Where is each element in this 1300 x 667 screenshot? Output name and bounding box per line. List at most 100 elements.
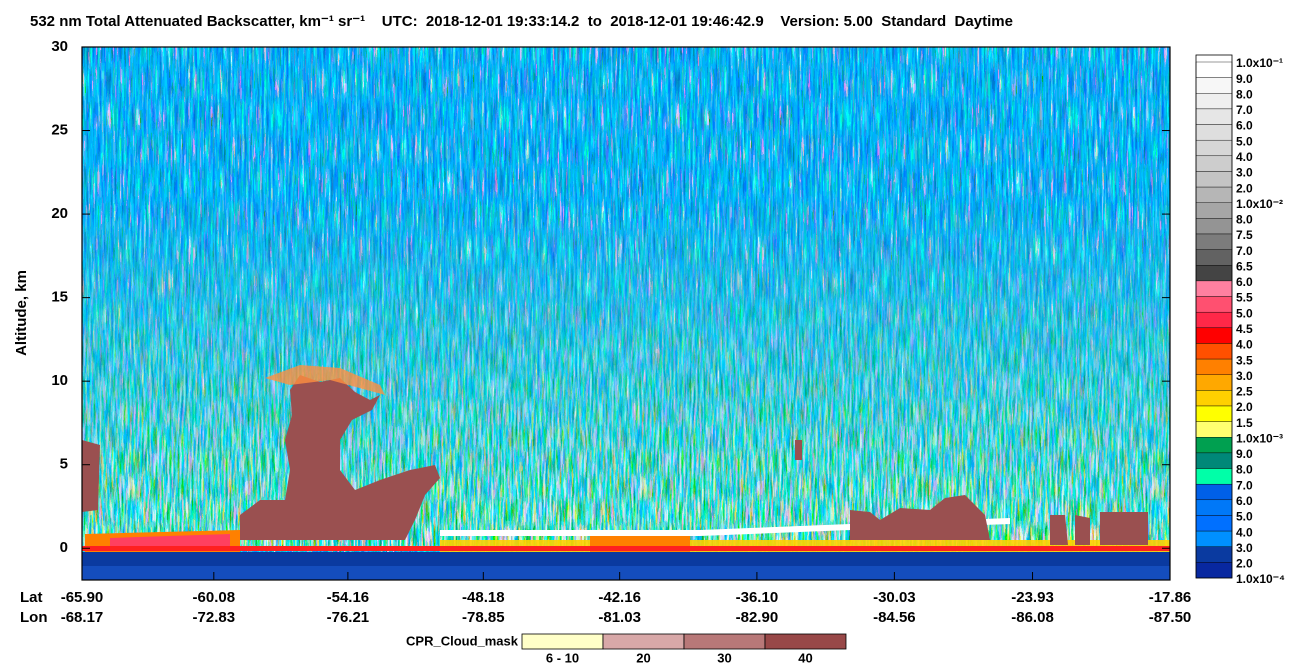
colorbar-label: 2.5 (1236, 385, 1253, 399)
colorbar-band (1195, 311, 1233, 329)
lon-label: -68.17 (61, 609, 104, 626)
colorbar-label: 7.0 (1236, 244, 1253, 258)
colorbar-frame (1195, 54, 1233, 579)
lon-label: -86.08 (1011, 609, 1054, 626)
colorbar-label: 4.0 (1236, 338, 1253, 352)
colorbar-band (1195, 452, 1233, 469)
y-tick-label: 20 (51, 205, 68, 222)
colorbar-band (1195, 280, 1233, 297)
y-tick-label: 30 (51, 38, 68, 55)
cloud-mask-box (602, 633, 685, 650)
lon-label: -76.21 (327, 609, 370, 626)
cloud-top (440, 518, 1010, 536)
colorbar-band (1195, 93, 1233, 110)
lat-label: -17.86 (1149, 589, 1192, 606)
cloud-mask-box (764, 633, 847, 650)
colorbar-band (1195, 374, 1233, 391)
colorbar-band (1195, 186, 1233, 203)
colorbar-label: 6.0 (1236, 119, 1253, 133)
lon-label: -87.50 (1149, 609, 1192, 626)
cloud-mask-label: CPR_Cloud_mask (406, 633, 519, 648)
lon-label: -72.83 (193, 609, 236, 626)
colorbar-band (1195, 155, 1233, 172)
y-axis-label: Altitude, km (13, 270, 30, 356)
cloud-mask-box (521, 633, 604, 650)
colorbar-label: 5.0 (1236, 306, 1253, 320)
colorbar-label: 3.0 (1236, 166, 1253, 180)
colorbar-label: 8.0 (1236, 213, 1253, 227)
colorbar-band (1195, 546, 1233, 563)
lat-label: -65.90 (61, 589, 104, 606)
colorbar-label: 7.0 (1236, 478, 1253, 492)
colorbar-band (1195, 390, 1233, 407)
colorbar-band (1195, 124, 1233, 141)
y-tick-label: 0 (60, 539, 68, 556)
cloud-mask-value: 6 - 10 (546, 650, 579, 665)
colorbar-label: 5.0 (1236, 510, 1253, 524)
lat-label: -60.08 (193, 589, 236, 606)
colorbar-band (1195, 468, 1233, 485)
x-row-label: Lat (20, 589, 43, 606)
colorbar-band (1195, 139, 1233, 157)
colorbar-band (1195, 483, 1233, 501)
chart-title: 532 nm Total Attenuated Backscatter, km⁻… (30, 13, 1013, 30)
colorbar-band (1195, 515, 1233, 532)
colorbar-label: 5.5 (1236, 291, 1253, 305)
curtain (82, 47, 1170, 580)
colorbar-band (1195, 61, 1233, 78)
y-tick-label: 10 (51, 372, 68, 389)
colorbar-band (1195, 437, 1233, 454)
colorbar-label: 1.0x10⁻² (1236, 197, 1283, 211)
colorbar-band (1195, 358, 1233, 375)
cloud-mask-box (683, 633, 766, 650)
colorbar-label: 2.0 (1236, 557, 1253, 571)
colorbar-label: 1.0x10⁻¹ (1236, 56, 1283, 70)
colorbar-label: 7.5 (1236, 228, 1253, 242)
colorbar-label: 8.0 (1236, 87, 1253, 101)
lon-label: -82.90 (736, 609, 779, 626)
colorbar-label: 6.0 (1236, 275, 1253, 289)
x-row-label: Lon (20, 609, 48, 626)
colorbar-band (1195, 343, 1233, 360)
cloud-mask-value: 20 (636, 650, 650, 665)
lon-label: -81.03 (598, 609, 641, 626)
colorbar-label: 3.0 (1236, 369, 1253, 383)
colorbar-label: 2.0 (1236, 400, 1253, 414)
colorbar-label: 7.0 (1236, 103, 1253, 117)
colorbar-band (1195, 499, 1233, 516)
colorbar-band (1195, 171, 1233, 188)
lat-label: -48.18 (462, 589, 505, 606)
cpr-clouds (82, 375, 1148, 545)
y-tick-label: 5 (60, 456, 68, 473)
colorbar-label: 5.0 (1236, 134, 1253, 148)
cloud-mask-value: 40 (798, 650, 812, 665)
colorbar-label: 1.0x10⁻⁴ (1236, 572, 1285, 586)
colorbar-band (1195, 421, 1233, 438)
colorbar-label: 8.0 (1236, 463, 1253, 477)
surface-return (110, 534, 230, 546)
colorbar-band (1195, 530, 1233, 547)
colorbar-band (1195, 562, 1233, 579)
colorbar-band (1195, 405, 1233, 422)
lat-label: -42.16 (598, 589, 641, 606)
lon-label: -78.85 (462, 609, 505, 626)
colorbar-label: 3.5 (1236, 353, 1253, 367)
lat-label: -23.93 (1011, 589, 1054, 606)
plot-frame (81, 46, 1171, 581)
colorbar-label: 9.0 (1236, 447, 1253, 461)
colorbar-label: 2.0 (1236, 181, 1253, 195)
surface-line (82, 546, 1170, 551)
colorbar-label: 4.5 (1236, 322, 1253, 336)
colorbar-band (1195, 296, 1233, 313)
colorbar-label: 1.0x10⁻³ (1236, 431, 1283, 445)
lat-label: -36.10 (736, 589, 779, 606)
colorbar-label: 6.0 (1236, 494, 1253, 508)
colorbar-label: 3.0 (1236, 541, 1253, 555)
colorbar-label: 1.5 (1236, 416, 1253, 430)
colorbar-band (1195, 265, 1233, 282)
colorbar-band (1195, 218, 1233, 235)
colorbar-band (1195, 77, 1233, 94)
lon-label: -84.56 (873, 609, 916, 626)
colorbar-band (1195, 327, 1233, 344)
